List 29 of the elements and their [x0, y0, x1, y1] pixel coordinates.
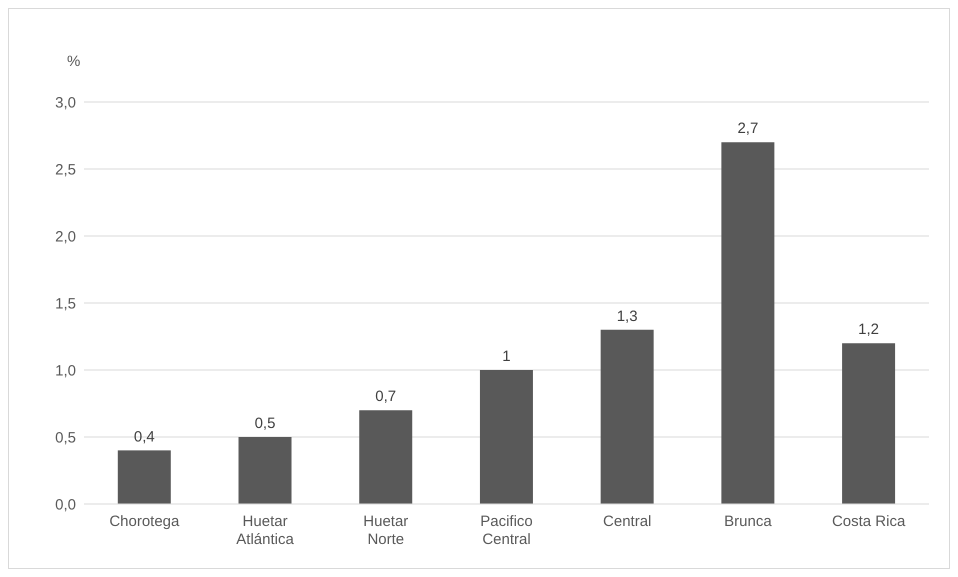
y-tick-label: 0,5 [55, 429, 76, 446]
data-label: 1,3 [616, 308, 638, 325]
x-tick-label: Costa Rica [832, 513, 906, 530]
y-axis-title: % [67, 53, 80, 70]
bar [721, 142, 774, 504]
x-tick-label: Huetar Norte [363, 513, 408, 548]
y-tick-label: 2,5 [55, 161, 76, 178]
bar [238, 437, 292, 504]
bar [842, 343, 896, 504]
data-label: 0,4 [134, 428, 155, 446]
y-tick-label: 0,0 [55, 496, 76, 514]
data-label: 0,5 [254, 415, 276, 432]
data-label: 0,7 [375, 388, 396, 406]
bar [480, 370, 533, 504]
bar [118, 450, 171, 504]
x-tick-label: Pacifico Central [480, 513, 533, 548]
x-tick-label: Central [603, 513, 652, 530]
data-label: 2,7 [737, 120, 758, 138]
y-tick-label: 1,0 [55, 362, 76, 380]
x-tick-label: Brunca [724, 513, 772, 530]
bar [359, 410, 412, 504]
y-tick-label: 3,0 [55, 94, 76, 112]
x-tick-label: Huetar Atlántica [236, 513, 294, 548]
data-label: 1,2 [858, 321, 880, 338]
x-tick-label: Chorotega [109, 513, 180, 530]
bar [600, 330, 654, 504]
y-tick-label: 1,5 [55, 295, 76, 312]
y-tick-label: 2,0 [55, 228, 76, 246]
data-label: 1 [502, 348, 511, 365]
